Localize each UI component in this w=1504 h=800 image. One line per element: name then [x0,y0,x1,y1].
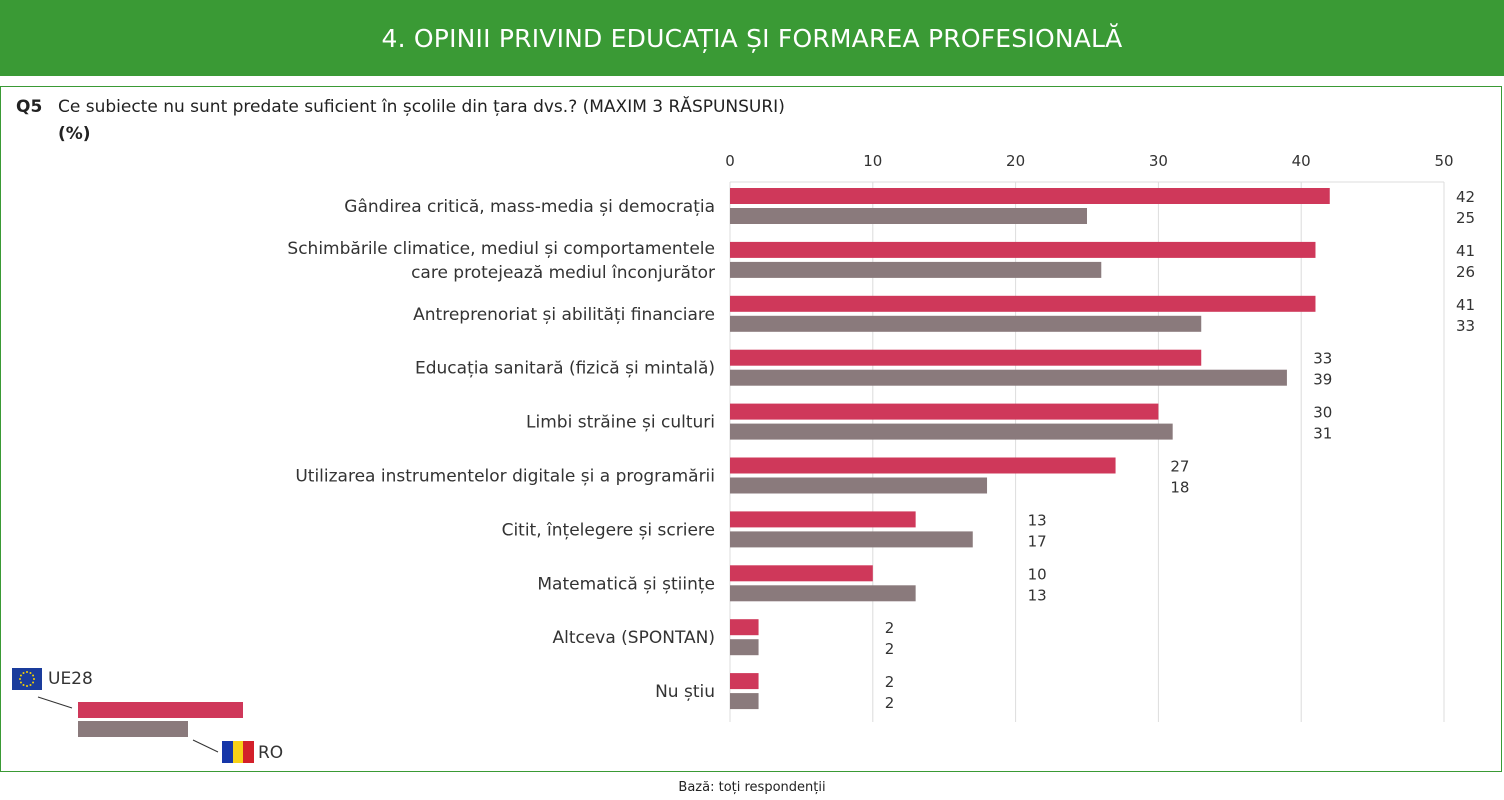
category-label: Limbi străine și culturi [526,413,715,433]
value-label-ro: 25 [1456,209,1475,227]
x-tick-label: 40 [1292,152,1311,170]
bar-ro [730,315,1202,332]
value-label-ro: 26 [1456,263,1475,281]
eu-flag-star [22,671,25,674]
value-label-ro: 39 [1313,371,1332,389]
chart-frame [0,86,1502,772]
legend-bar-ue28 [78,702,243,718]
bar-ue28 [730,295,1316,312]
bar-ro [730,423,1173,440]
bar-ro [730,585,916,602]
ro-flag-icon [222,741,233,763]
eu-flag-star [19,681,22,684]
legend-connector-eu [37,696,73,709]
eu-flag-star [22,684,25,687]
eu-flag-star [26,671,28,673]
x-tick-label: 30 [1149,152,1168,170]
value-label-ue28: 10 [1028,565,1047,583]
legend-label-eu: UE28 [48,669,93,689]
category-label: Antreprenoriat și abilități financiare [413,305,715,325]
value-label-ue28: 42 [1456,188,1475,206]
eu-flag-icon [12,668,42,690]
question-number: Q5 [16,97,43,117]
bar-ue28 [730,457,1116,474]
value-label-ro: 2 [885,640,895,658]
bar-ro [730,639,759,656]
section-title: 4. OPINII PRIVIND EDUCAȚIA ȘI FORMAREA P… [381,23,1123,53]
eu-flag-star [29,671,32,674]
category-label: Utilizarea instrumentelor digitale și a … [295,467,715,487]
value-label-ro: 13 [1028,586,1047,604]
bar-ro [730,261,1102,278]
ro-flag-stripe [233,741,243,763]
bar-ue28 [730,565,873,582]
bar-ro [730,531,973,548]
base-note: Bază: toți respondenții [678,780,826,795]
eu-flag-star [32,681,35,684]
category-label: Nu știu [655,682,715,702]
value-label-ro: 18 [1170,479,1189,497]
category-label: care protejează mediul înconjurător [411,263,715,283]
category-label: Citit, înțelegere și scriere [502,520,715,540]
category-label: Matematică și științe [537,574,715,594]
value-label-ue28: 27 [1170,458,1189,476]
value-label-ue28: 13 [1028,511,1047,529]
legend-connector-ro [192,739,219,753]
category-label: Schimbările climatice, mediul și comport… [287,239,715,259]
x-tick-label: 20 [1006,152,1025,170]
eu-flag-star [19,674,22,677]
bar-ro [730,208,1087,224]
bar-ro [730,477,988,494]
value-label-ue28: 33 [1313,350,1332,368]
question-unit: (%) [58,124,91,144]
bar-ue28 [730,349,1202,366]
value-label-ro: 17 [1028,532,1047,550]
bar-ue28 [730,511,916,528]
eu-flag-star [19,678,21,680]
eu-flag-star [33,678,35,680]
bar-ue28 [730,619,759,636]
bar-ue28 [730,403,1159,420]
legend-bar-ro [78,721,188,737]
legend-label-ro: RO [258,743,284,763]
x-tick-label: 0 [725,152,735,170]
bar-ro [730,693,759,710]
eu-flag-star [29,684,32,687]
value-label-ro: 33 [1456,317,1475,335]
eu-flag-star [32,674,35,677]
x-tick-label: 50 [1434,152,1453,170]
question-text: Ce subiecte nu sunt predate suficient în… [58,97,785,117]
category-label: Educația sanitară (fizică și mintală) [415,359,715,379]
bar-ue28 [730,188,1330,204]
ro-flag-stripe [243,741,254,763]
category-label: Altceva (SPONTAN) [552,628,715,648]
value-label-ro: 2 [885,694,895,712]
value-label-ue28: 2 [885,619,895,637]
value-label-ue28: 2 [885,673,895,691]
x-tick-label: 10 [863,152,882,170]
value-label-ue28: 41 [1456,296,1475,314]
bar-ro [730,369,1287,386]
bar-ue28 [730,673,759,690]
value-label-ue28: 30 [1313,404,1332,422]
bar-ue28 [730,241,1316,258]
value-label-ro: 31 [1313,425,1332,443]
section-title-banner: 4. OPINII PRIVIND EDUCAȚIA ȘI FORMAREA P… [0,0,1504,76]
category-label: Gândirea critică, mass-media și democraț… [344,197,715,217]
value-label-ue28: 41 [1456,242,1475,260]
eu-flag-star [26,685,28,687]
